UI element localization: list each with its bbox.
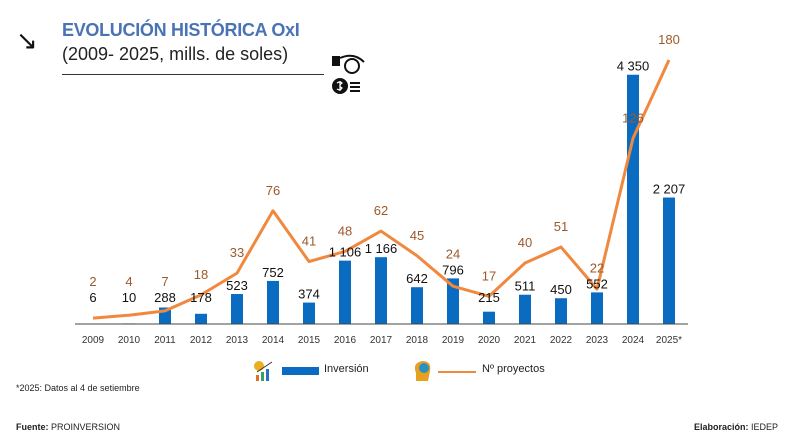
source-label: Fuente:	[16, 422, 49, 432]
x-tick-2015: 2015	[298, 335, 321, 346]
source: Fuente: PROINVERSION	[16, 422, 120, 432]
bar-label-2020: 215	[478, 290, 500, 305]
line-label-2020: 17	[482, 268, 496, 283]
line-label-2017: 62	[374, 203, 388, 218]
legend-line-swatch	[438, 371, 476, 373]
elab-value: IEDEP	[750, 422, 778, 432]
elaboration: Elaboración: IEDEP	[694, 422, 778, 432]
chart-title: EVOLUCIÓN HISTÓRICA OxI	[62, 20, 300, 40]
line-label-2023: 22	[590, 260, 604, 275]
x-tick-2009: 2009	[82, 335, 105, 346]
x-tick-2016: 2016	[334, 335, 357, 346]
line-label-2021: 40	[518, 235, 532, 250]
x-tick-2025*: 2025*	[656, 335, 682, 346]
bar-label-2021: 511	[515, 279, 536, 294]
arrow-down-right-icon: ↘	[16, 26, 38, 56]
x-tick-2019: 2019	[442, 335, 465, 346]
growth-chart-icon	[254, 361, 273, 381]
bar-label-2011: 288	[154, 290, 176, 305]
elab-label: Elaboración:	[693, 422, 749, 432]
bar-2024	[627, 74, 639, 325]
bar-2013	[231, 294, 243, 324]
bar-label-2014: 752	[262, 265, 284, 280]
x-tick-2014: 2014	[262, 335, 285, 346]
line-label-2018: 45	[410, 228, 424, 243]
line-label-2011: 7	[161, 274, 168, 289]
x-tick-2022: 2022	[550, 335, 573, 346]
bar-label-2023: 552	[586, 276, 608, 291]
x-tick-2023: 2023	[586, 335, 609, 346]
bar-2020	[483, 311, 495, 324]
line-label-2014: 76	[266, 183, 280, 198]
bar-2023	[591, 292, 603, 324]
bar-label-2015: 374	[298, 287, 320, 302]
line-label-2019: 24	[446, 246, 460, 261]
line-label-2022: 51	[554, 219, 568, 234]
bar-2021	[519, 294, 531, 324]
legend-bar-swatch	[282, 367, 319, 375]
bar-label-2016: 1 106	[329, 245, 362, 260]
chart-subtitle: (2009- 2025, mills. de soles)	[62, 44, 289, 64]
footnote: *2025: Datos al 4 de setiembre	[16, 383, 140, 393]
bar-label-2022: 450	[550, 282, 572, 297]
projects-line	[92, 59, 671, 320]
title-divider	[62, 74, 324, 75]
line-label-2010: 4	[125, 274, 132, 289]
bar-label-2025*: 2 207	[653, 182, 686, 197]
x-tick-2020: 2020	[478, 335, 501, 346]
x-tick-2017: 2017	[370, 335, 393, 346]
line-label-2015: 41	[302, 234, 316, 249]
line-label-2009: 2	[89, 274, 96, 289]
line-label-2024: 126	[622, 110, 644, 125]
bar-2012	[195, 313, 207, 324]
bar-2025*	[663, 197, 675, 324]
source-value: PROINVERSION	[51, 422, 121, 432]
line-label-2013: 33	[230, 245, 244, 260]
bar-label-2024: 4 350	[617, 59, 650, 74]
bar-2019	[447, 278, 459, 324]
x-tick-2010: 2010	[118, 335, 141, 346]
bar-label-2018: 642	[406, 271, 428, 286]
legend-bar-label: Inversión	[324, 363, 369, 375]
bar-2016	[339, 260, 351, 324]
legend-line-label: Nº proyectos	[482, 363, 545, 375]
line-label-2025*: 180	[658, 32, 680, 47]
bar-label-2009: 6	[89, 290, 96, 305]
bar-2014	[267, 280, 279, 324]
money-bag-hand-icon	[332, 54, 365, 94]
head-gears-icon	[414, 361, 431, 381]
x-tick-2013: 2013	[226, 335, 249, 346]
x-tick-2024: 2024	[622, 335, 645, 346]
bar-label-2013: 523	[226, 278, 248, 293]
bar-label-2012: 178	[190, 290, 212, 305]
x-tick-2018: 2018	[406, 335, 429, 346]
line-label-2012: 18	[194, 267, 208, 282]
line-label-2016: 48	[338, 223, 352, 238]
bar-label-2019: 796	[442, 262, 464, 277]
bar-label-2017: 1 166	[365, 241, 398, 256]
x-tick-2021: 2021	[514, 335, 537, 346]
x-tick-2011: 2011	[154, 335, 176, 346]
bar-2015	[303, 302, 315, 324]
bar-label-2010: 10	[122, 290, 136, 305]
x-tick-2012: 2012	[190, 335, 213, 346]
bar-2018	[411, 287, 423, 324]
bar-2022	[555, 298, 567, 324]
bar-2017	[375, 257, 387, 324]
